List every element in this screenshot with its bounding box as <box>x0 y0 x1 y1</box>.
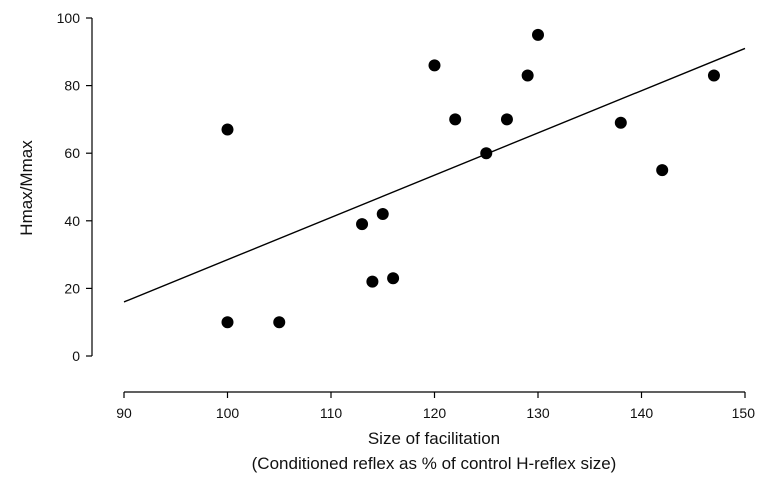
data-point <box>376 208 389 221</box>
data-point <box>428 59 441 72</box>
x-axis-subtitle: (Conditioned reflex as % of control H-re… <box>252 454 617 473</box>
x-ticks: 90 100 110 120 130 140 150 <box>116 392 755 421</box>
x-tick-label: 140 <box>630 405 654 421</box>
data-point <box>221 123 234 136</box>
y-ticks: 0 20 40 60 80 100 <box>57 10 92 364</box>
y-axis: 0 20 40 60 80 100 <box>57 10 93 364</box>
data-point <box>500 113 513 126</box>
x-tick-label: 110 <box>320 405 343 421</box>
regression-line <box>123 47 746 303</box>
x-axis: 90 100 110 120 130 140 150 <box>116 391 755 421</box>
y-tick-label: 40 <box>64 213 80 229</box>
y-tick-label: 0 <box>72 348 80 364</box>
data-point <box>366 275 379 288</box>
data-point <box>614 116 627 129</box>
data-points <box>221 28 720 329</box>
y-axis-title: Hmax/Mmax <box>17 140 36 236</box>
y-tick-label: 80 <box>64 78 80 94</box>
data-point <box>656 164 669 177</box>
x-axis-title: Size of facilitation <box>368 429 500 448</box>
x-tick-label: 100 <box>216 405 240 421</box>
x-tick-label: 120 <box>423 405 447 421</box>
data-point <box>273 316 286 329</box>
data-point <box>480 147 493 160</box>
data-point <box>707 69 720 82</box>
data-point <box>449 113 462 126</box>
x-tick-label: 90 <box>116 405 132 421</box>
y-tick-label: 60 <box>64 145 80 161</box>
y-tick-label: 100 <box>57 10 81 26</box>
x-tick-label: 130 <box>526 405 550 421</box>
data-point <box>532 28 544 41</box>
data-point <box>387 272 400 285</box>
data-point <box>356 218 369 231</box>
x-tick-label: 150 <box>732 405 756 421</box>
data-point <box>521 69 534 82</box>
y-tick-label: 20 <box>64 280 80 296</box>
data-point <box>221 316 234 329</box>
